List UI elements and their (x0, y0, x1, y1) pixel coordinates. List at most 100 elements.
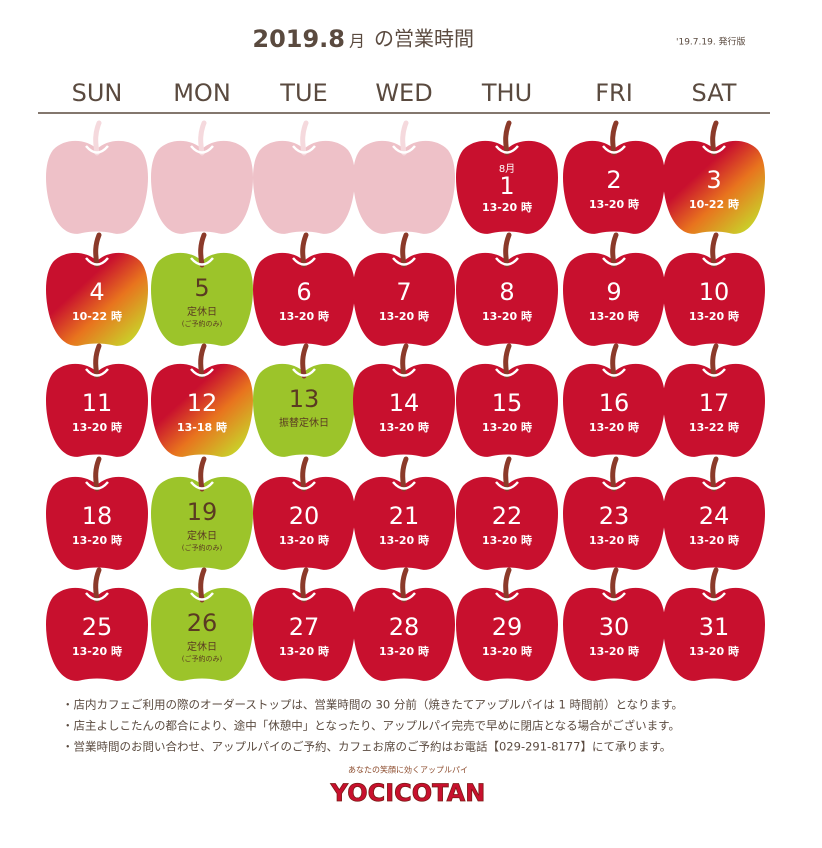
day-cell: 26 定休日(ご予約のみ) (151, 567, 253, 681)
day-cell: 13 振替定休日 (253, 343, 355, 457)
day-number: 7 (396, 278, 411, 306)
apple (563, 363, 665, 457)
day-cell: 27 13-20 時 (253, 567, 355, 681)
apple-stem (710, 456, 719, 492)
apple (46, 476, 148, 570)
note-line: ・店内カフェご利用の際のオーダーストップは、営業時間の 30 分前（焼きたてアッ… (62, 698, 683, 712)
apple-stem (300, 456, 309, 492)
day-cell: 22 13-20 時 (456, 456, 558, 570)
apple-stem (93, 120, 102, 156)
month-label: 8月 (499, 163, 515, 175)
day-number: 29 (492, 613, 523, 641)
apple-curl (392, 257, 416, 266)
day-cell: 10 13-20 時 (663, 232, 765, 346)
day-cell (46, 120, 148, 234)
apple (456, 252, 558, 346)
apple-curl (292, 592, 316, 601)
apple-curl (702, 592, 726, 601)
hours: 13-20 時 (72, 644, 122, 658)
hours: 13-20 時 (379, 644, 429, 658)
day-cell: 29 13-20 時 (456, 567, 558, 681)
apple-stem (610, 232, 619, 268)
day-number: 10 (699, 278, 730, 306)
apple-stem (610, 456, 619, 492)
weekday: THU (481, 79, 532, 107)
apple (151, 476, 253, 570)
day-cell (353, 120, 455, 234)
day-cell: 19 定休日(ご予約のみ) (151, 456, 253, 570)
apple-stem (93, 232, 102, 268)
apple-stem (198, 567, 207, 603)
weekday: FRI (595, 79, 633, 107)
apple-curl (85, 592, 109, 601)
day-number: 9 (606, 278, 621, 306)
note: (ご予約のみ) (182, 543, 223, 552)
day-cell: 16 13-20 時 (563, 343, 665, 457)
apple-stem (503, 343, 512, 379)
hours: 13-20 時 (589, 644, 639, 658)
hours: 10-22 時 (689, 197, 739, 211)
day-cell: 17 13-22 時 (663, 343, 765, 457)
day-cell: 14 13-20 時 (353, 343, 455, 457)
apple (663, 587, 765, 681)
apple-stem (400, 456, 409, 492)
apple-curl (702, 257, 726, 266)
day-number: 11 (82, 389, 113, 417)
notes: ・店内カフェご利用の際のオーダーストップは、営業時間の 30 分前（焼きたてアッ… (62, 698, 683, 754)
apple (456, 476, 558, 570)
day-number: 20 (289, 502, 320, 530)
apple-stem (93, 456, 102, 492)
hours: 13-20 時 (279, 644, 329, 658)
apple-stem (503, 456, 512, 492)
day-number: 26 (187, 609, 218, 637)
apple (253, 587, 355, 681)
apple-stem (710, 120, 719, 156)
apple-curl (495, 257, 519, 266)
apple-curl (702, 481, 726, 490)
apple (563, 476, 665, 570)
note-line: ・営業時間のお問い合わせ、アップルパイのご予約、カフェお席のご予約はお電話【02… (62, 740, 671, 754)
note: (ご予約のみ) (182, 654, 223, 663)
day-cell: 23 13-20 時 (563, 456, 665, 570)
day-number: 2 (606, 166, 621, 194)
apple (663, 476, 765, 570)
hours: 定休日 (187, 640, 217, 653)
weekday: SUN (72, 79, 123, 107)
apple (456, 140, 558, 234)
hours: 13-20 時 (689, 644, 739, 658)
day-number: 16 (599, 389, 630, 417)
apple (253, 363, 355, 457)
hours: 13-20 時 (482, 200, 532, 214)
apple-stem (710, 232, 719, 268)
apple-stem (610, 120, 619, 156)
day-number: 8 (499, 278, 514, 306)
hours: 13-20 時 (279, 533, 329, 547)
apple (353, 140, 455, 234)
apple-curl (602, 592, 626, 601)
day-number: 18 (82, 502, 113, 530)
apple-curl (190, 481, 214, 490)
apple-curl (292, 257, 316, 266)
day-number: 21 (389, 502, 420, 530)
issued-date: '19.7.19. 発行版 (676, 36, 746, 48)
apple-curl (392, 368, 416, 377)
day-number: 24 (699, 502, 730, 530)
apple-curl (495, 145, 519, 154)
apple (563, 587, 665, 681)
apple (353, 363, 455, 457)
apple-stem (198, 456, 207, 492)
apple (456, 587, 558, 681)
day-number: 17 (699, 389, 730, 417)
day-number: 15 (492, 389, 523, 417)
hours: 13-20 時 (689, 309, 739, 323)
apple-curl (392, 145, 416, 154)
apple (563, 252, 665, 346)
hours: 13-20 時 (72, 420, 122, 434)
apple-stem (198, 232, 207, 268)
apple (151, 140, 253, 234)
apple-stem (93, 343, 102, 379)
day-number: 28 (389, 613, 420, 641)
day-cell: 21 13-20 時 (353, 456, 455, 570)
apple-curl (292, 481, 316, 490)
